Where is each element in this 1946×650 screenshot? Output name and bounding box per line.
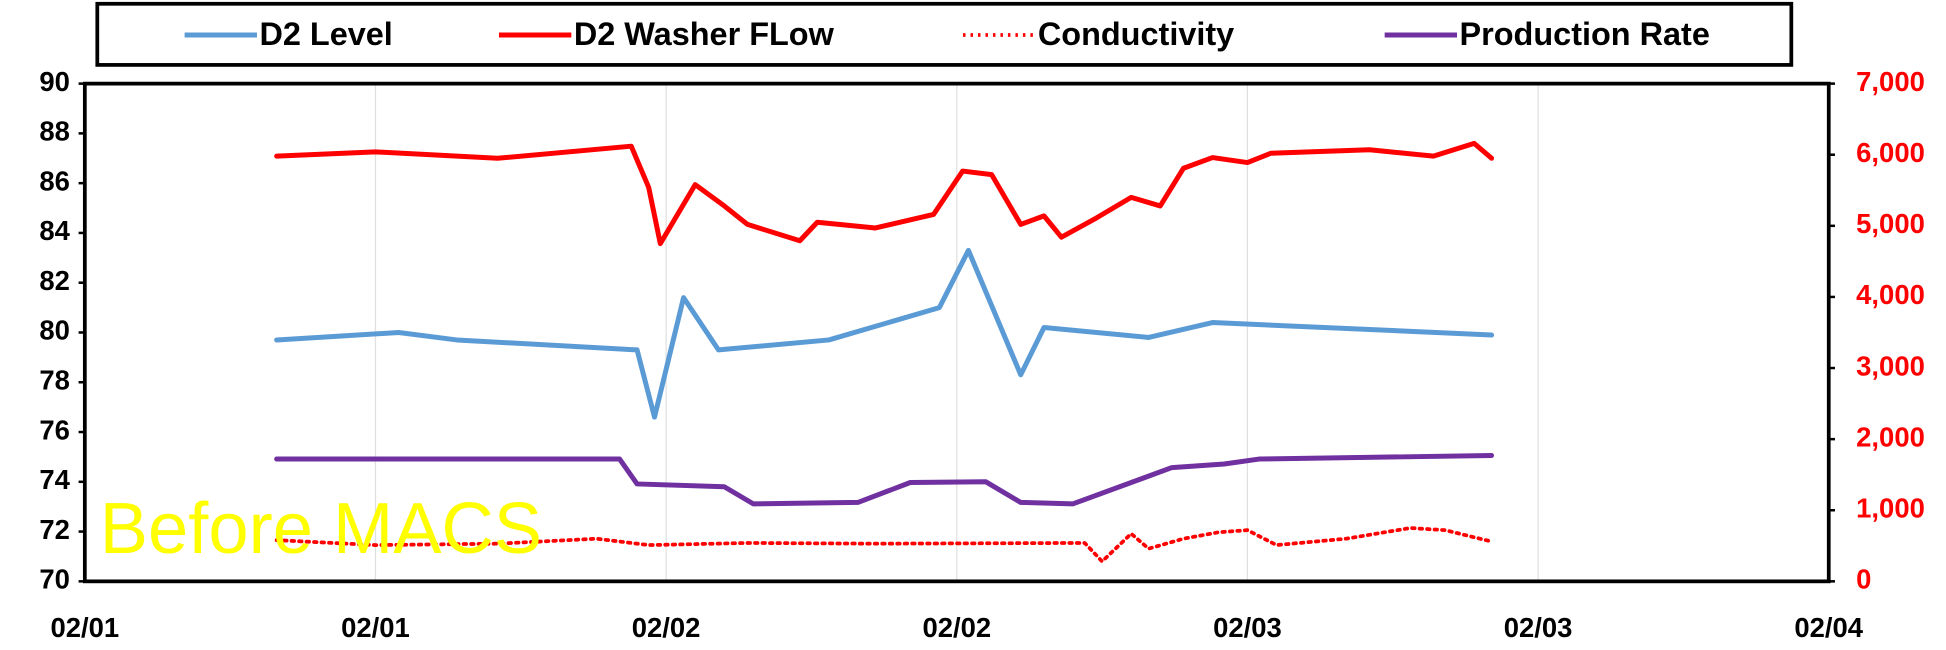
y2-tick-label: 4,000 [1856,279,1925,310]
y2-tick-label: 0 [1856,564,1871,595]
legend-label: Production Rate [1460,16,1710,52]
y-tick-label: 82 [39,265,70,296]
y-tick-label: 74 [39,464,70,495]
y-tick-label: 90 [39,66,70,97]
x-tick-label: 02/01 [50,612,119,643]
x-tick-label: 02/03 [1504,612,1573,643]
y-tick-label: 80 [39,315,70,346]
y-tick-label: 86 [39,165,70,196]
series-line [274,140,1495,247]
y2-tick-label: 2,000 [1856,421,1925,452]
series-line [274,247,1495,420]
y-tick-label: 88 [39,116,70,147]
x-tick-label: 02/01 [341,612,410,643]
legend-label: D2 Level [259,16,392,52]
x-tick-label: 02/02 [632,612,701,643]
y2-tick-label: 6,000 [1856,137,1925,168]
y-tick-label: 78 [39,365,70,396]
x-tick-label: 02/02 [922,612,991,643]
y-tick-label: 70 [39,564,70,595]
y2-tick-label: 5,000 [1856,208,1925,239]
series-line [274,452,1495,507]
legend-label: D2 Washer FLow [574,16,835,52]
annotation: Before MACS [100,489,542,569]
x-tick-label: 02/03 [1213,612,1282,643]
legend-label: Conductivity [1038,16,1234,52]
y2-tick-label: 7,000 [1856,66,1925,97]
y-tick-label: 84 [39,215,70,246]
series-line [274,526,1494,564]
y-tick-label: 72 [39,514,70,545]
y-tick-label: 76 [39,414,70,445]
legend-box [95,1,1794,67]
y2-tick-label: 3,000 [1856,350,1925,381]
x-tick-label: 02/04 [1794,612,1863,643]
y2-tick-label: 1,000 [1856,492,1925,523]
